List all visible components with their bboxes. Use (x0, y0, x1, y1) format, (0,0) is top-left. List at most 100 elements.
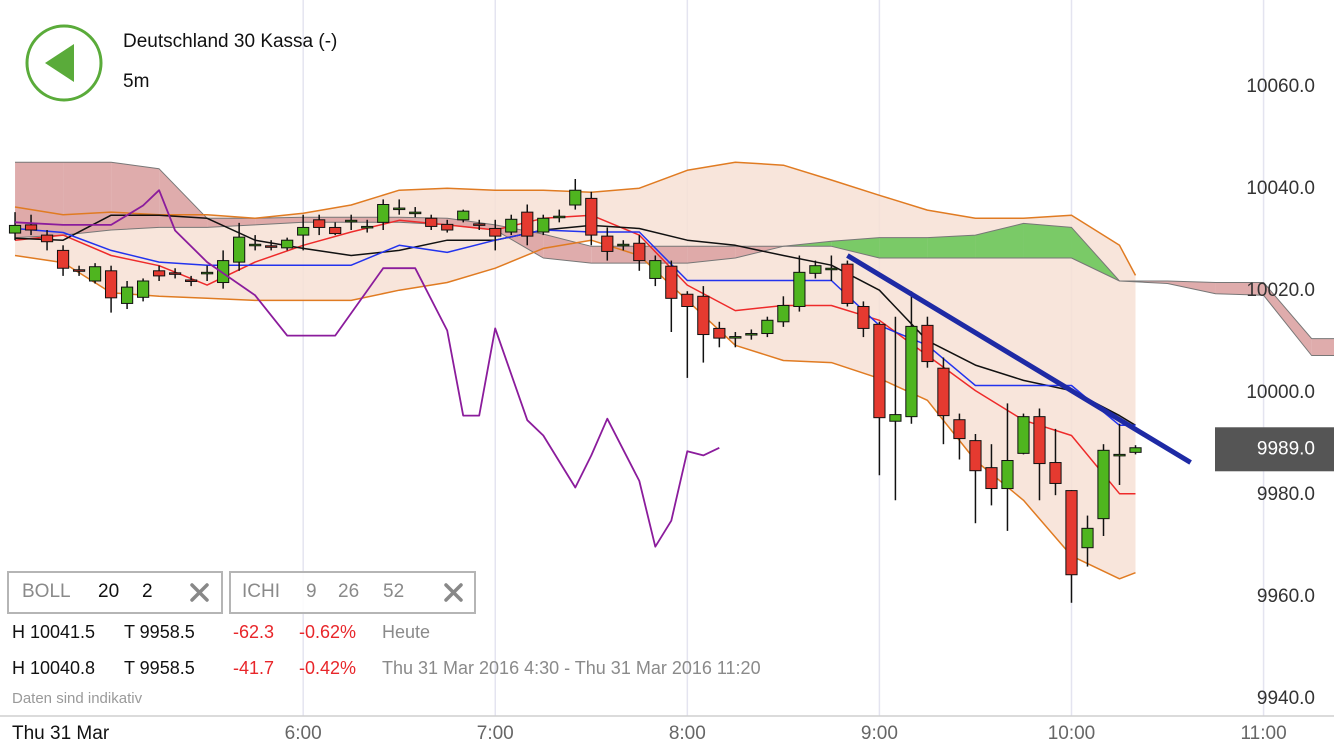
cloud-segment (303, 217, 352, 223)
candle (505, 214, 518, 236)
candle-body (745, 333, 758, 336)
candle (793, 255, 806, 312)
candle (201, 265, 214, 281)
candle (585, 191, 598, 246)
cloud-segment (1311, 338, 1334, 356)
candle-body (649, 260, 662, 279)
indicator-param: 52 (383, 581, 404, 602)
candle-body (249, 243, 262, 247)
candle (665, 260, 678, 332)
candle (873, 321, 886, 476)
remove-icon[interactable] (190, 583, 209, 602)
candle (281, 237, 294, 251)
indicator-param: 2 (142, 581, 153, 602)
candle-body (104, 270, 118, 299)
candle-body (729, 336, 742, 339)
cloud-segment (927, 235, 976, 259)
candle-body (8, 224, 22, 234)
candle (185, 275, 198, 287)
cloud-segment (159, 168, 208, 228)
bollinger-fill (15, 162, 1136, 579)
disclaimer: Daten sind indikativ (12, 690, 143, 707)
candle (697, 286, 710, 363)
candle-body (857, 305, 870, 329)
back-button[interactable] (25, 24, 103, 102)
y-tick-label: 10000.0 (1246, 382, 1315, 403)
candle (953, 413, 966, 460)
candle-body (1049, 462, 1062, 484)
candle (1097, 444, 1110, 536)
indicator-param: 9 (306, 581, 317, 602)
candle (313, 214, 326, 236)
candle-body (617, 243, 630, 247)
candle (249, 235, 262, 251)
candle (537, 214, 550, 236)
back-arrow[interactable] (45, 44, 74, 82)
candle-body (585, 197, 598, 236)
candle (56, 245, 70, 276)
indicator-ichi[interactable]: ICHI 9 26 52 (229, 571, 476, 614)
candle-body (665, 265, 678, 299)
stat-low: T 9958.5 (124, 658, 195, 678)
cloud-segment (447, 218, 496, 230)
candle-body (905, 325, 918, 418)
x-tick-label: 7:00 (477, 723, 514, 744)
cloud-segment (1215, 282, 1264, 296)
candle (1033, 408, 1046, 501)
stat-change-pct: -0.42% (299, 658, 356, 678)
candle (937, 357, 950, 445)
indicator-param: 26 (338, 581, 359, 602)
indicator-box[interactable] (229, 571, 476, 614)
candle (72, 265, 86, 276)
y-tick-label: 10060.0 (1246, 76, 1315, 97)
candle-body (297, 226, 310, 236)
stats: H 10041.5 T 9958.5 -62.3 -0.62% Heute H … (12, 622, 761, 678)
remove-icon[interactable] (444, 583, 463, 602)
candle (217, 250, 230, 289)
candle (489, 219, 502, 251)
candle (473, 219, 486, 230)
indicator-boll[interactable]: BOLL 20 2 (7, 571, 223, 614)
candle (265, 240, 278, 251)
candle (1049, 428, 1062, 496)
candle (553, 209, 566, 223)
stat-low: T 9958.5 (124, 622, 195, 642)
candle-body (313, 219, 326, 228)
date-label: Thu 31 Mar (12, 723, 110, 744)
cloud-span-b (15, 161, 1334, 340)
cloud-segment (639, 246, 688, 264)
candle-body (1001, 460, 1014, 490)
y-tick-label: 9960.0 (1257, 586, 1315, 607)
candle (985, 444, 998, 506)
candle-body (1097, 449, 1110, 520)
candle-body (345, 219, 358, 223)
cloud-segment (543, 234, 592, 264)
candle-body (88, 266, 102, 282)
candle-body (841, 263, 854, 304)
candle (681, 291, 694, 378)
cloud-segment (255, 217, 304, 225)
candle (617, 240, 630, 251)
candle (377, 199, 390, 230)
candle (921, 316, 934, 368)
indicator-box[interactable] (7, 571, 223, 614)
candle (841, 260, 854, 307)
candle (104, 265, 118, 313)
cloud-segment (63, 162, 112, 236)
candle (329, 222, 342, 236)
candle (729, 331, 742, 348)
cloud-segment (15, 162, 64, 238)
x-tick-label: 8:00 (669, 723, 706, 744)
candle-body (393, 207, 406, 211)
candle (1081, 515, 1094, 567)
candle-body (457, 210, 470, 221)
candle-body (697, 295, 710, 336)
candle (857, 301, 870, 338)
stat-change: -41.7 (233, 658, 274, 678)
candle-body (777, 304, 790, 323)
candle (297, 214, 310, 251)
candle (649, 255, 662, 287)
candle-body (201, 271, 214, 275)
